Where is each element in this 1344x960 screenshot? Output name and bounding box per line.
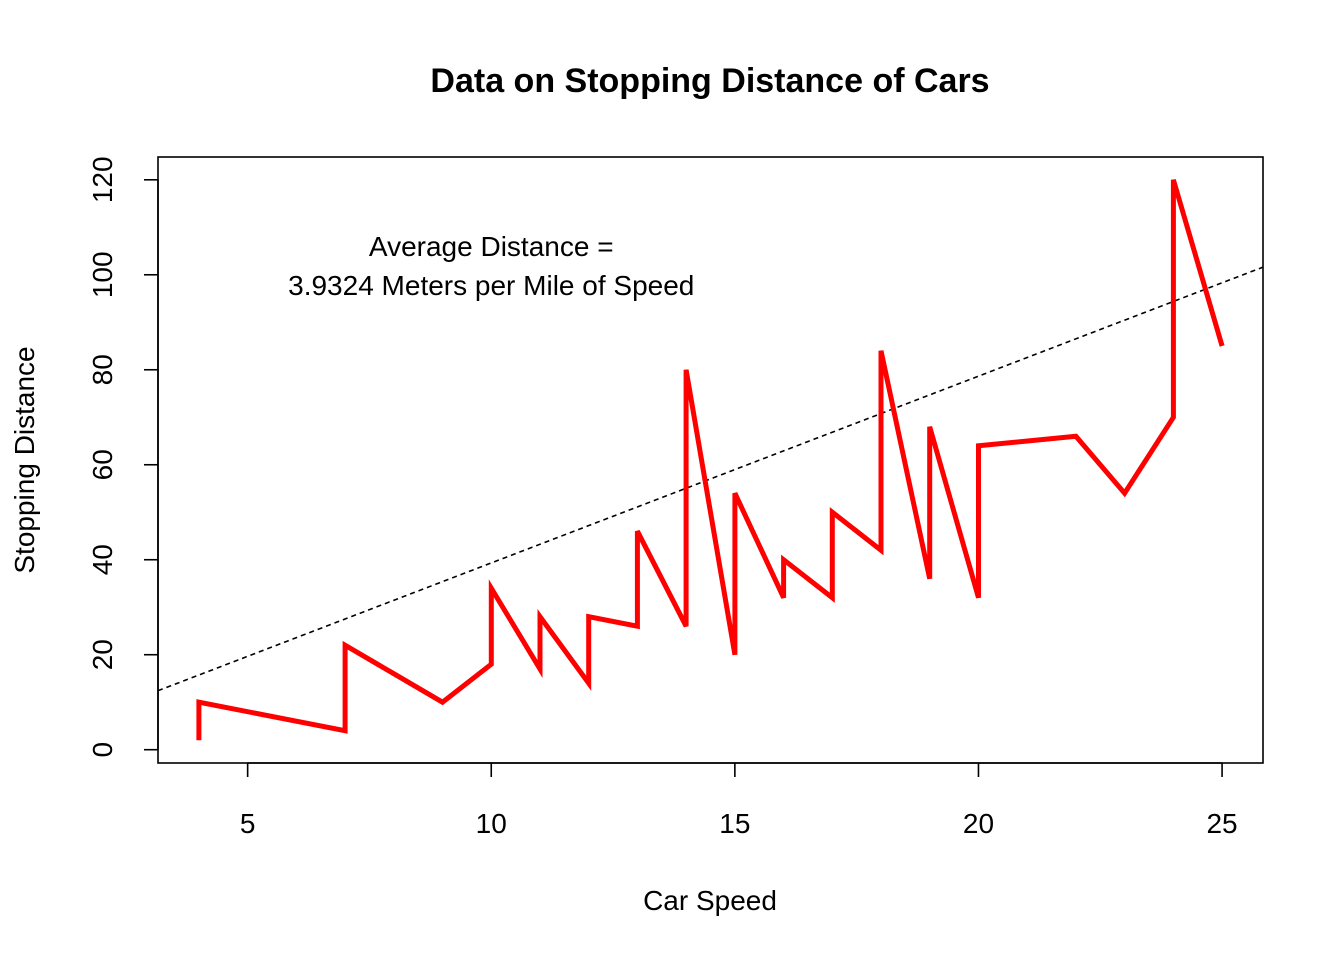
plot-area <box>158 179 1263 741</box>
y-axis-label: Stopping Distance <box>9 346 40 573</box>
x-tick-label: 15 <box>719 808 750 839</box>
y-tick-label: 100 <box>87 251 118 298</box>
x-tick-label: 20 <box>963 808 994 839</box>
stopping-distance-series-line <box>196 179 1225 741</box>
y-tick-label: 60 <box>87 449 118 480</box>
x-axis: 5 10 15 20 25 <box>240 762 1238 839</box>
x-axis-label: Car Speed <box>643 885 777 916</box>
chart-title: Data on Stopping Distance of Cars <box>430 62 989 100</box>
annotation-line: 3.9324 Meters per Mile of Speed <box>288 270 694 301</box>
y-tick-label: 120 <box>87 156 118 203</box>
y-axis: 0 20 40 60 80 100 120 <box>87 156 159 758</box>
annotation-line: Average Distance = <box>369 231 614 262</box>
x-tick-label: 25 <box>1206 808 1237 839</box>
annotation: Average Distance = 3.9324 Meters per Mile… <box>288 231 694 301</box>
x-tick-label: 5 <box>240 808 256 839</box>
average-distance-line <box>158 266 1263 692</box>
y-tick-label: 40 <box>87 544 118 575</box>
y-tick-label: 20 <box>87 639 118 670</box>
x-tick-label: 10 <box>476 808 507 839</box>
y-tick-label: 0 <box>87 742 118 758</box>
y-tick-label: 80 <box>87 354 118 385</box>
